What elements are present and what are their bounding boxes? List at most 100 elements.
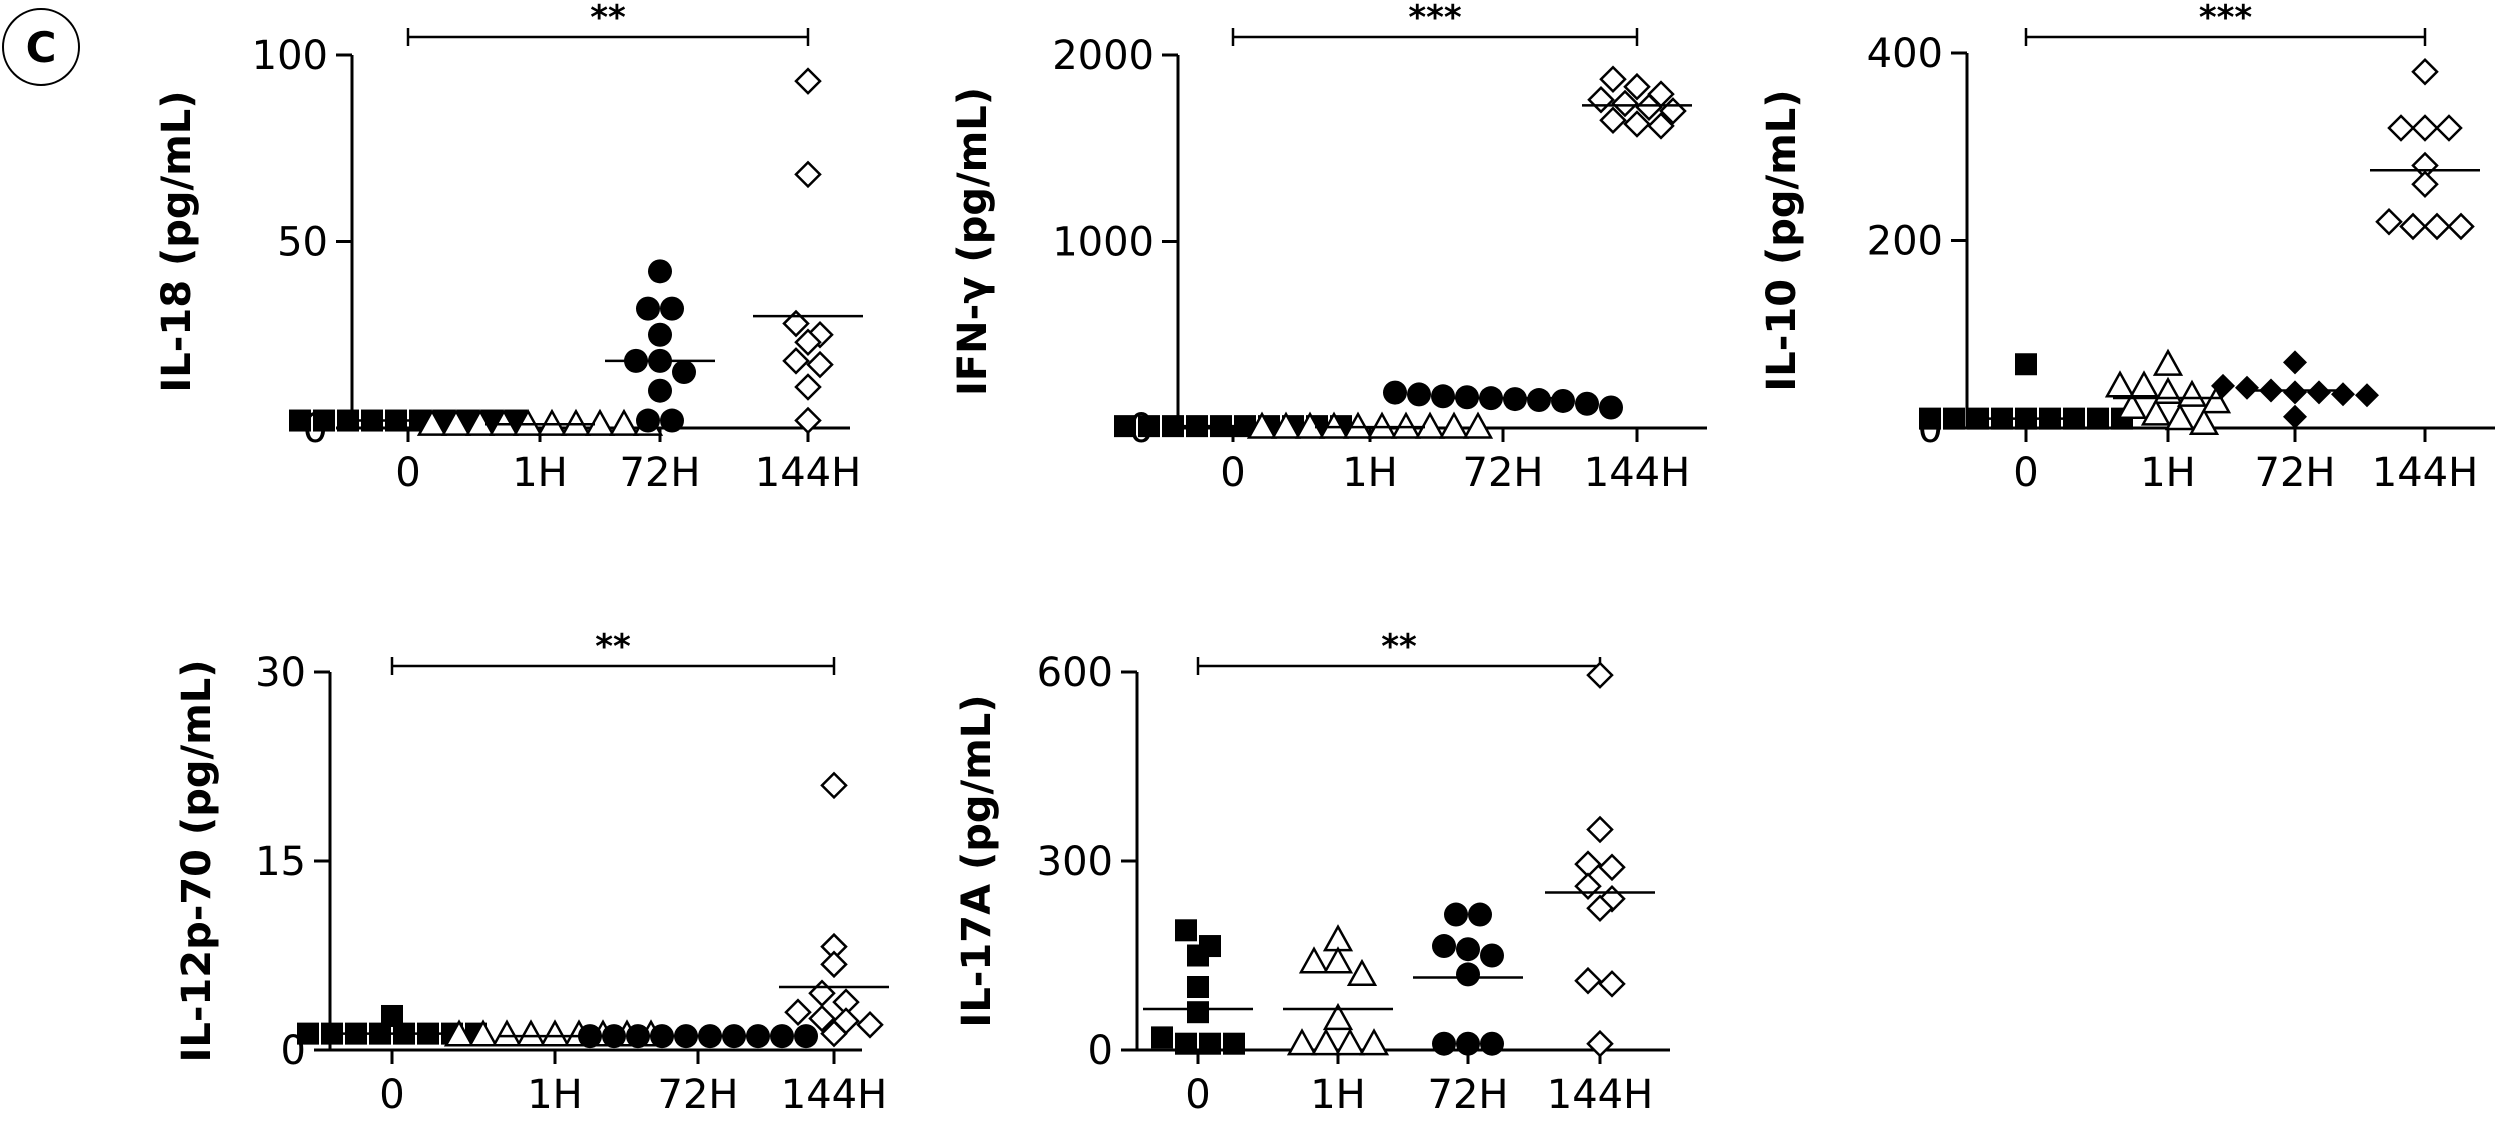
x-tick-label: 144H [755,450,861,496]
data-point [1383,380,1407,405]
y-tick-label: 15 [255,839,306,885]
data-point [2435,114,2463,142]
data-point [1407,382,1431,407]
x-tick-label: 1H [512,450,568,496]
y-tick-label: 0 [1088,1028,1113,1074]
data-point [1162,415,1184,438]
data-point [2283,350,2307,375]
data-point [1647,112,1675,140]
data-point [1114,415,1136,438]
data-point [1574,872,1602,900]
data-point [1318,411,1350,439]
data-point [1334,1028,1366,1056]
y-tick-label: 400 [1867,31,1943,77]
data-point [1586,661,1614,689]
data-point [808,979,836,1008]
data-point [1574,966,1602,995]
y-tick-label: 600 [1037,650,1113,696]
data-point [1919,407,1941,430]
data-point [608,408,640,436]
y-axis-label: IL-12p-70 (pg/mL) [174,659,220,1062]
data-point [337,409,359,432]
y-tick-label: 200 [1867,219,1943,265]
data-point [820,1019,848,1048]
data-point [1342,411,1374,439]
data-point [660,408,684,433]
data-point [1199,1032,1221,1055]
data-point [1623,72,1651,101]
significance-label: ** [595,627,631,667]
data-point [1223,1032,1245,1055]
y-axis-label: IL-10 (pg/mL) [1759,89,1805,391]
data-point [1575,391,1599,416]
data-point [782,309,810,338]
data-point [1187,944,1209,967]
data-point [2176,379,2208,407]
data-point [1432,1031,1456,1056]
data-point [1187,1001,1209,1024]
data-point [1358,1028,1390,1056]
data-point [289,409,311,432]
data-point [539,1019,571,1047]
data-point [2116,391,2148,420]
data-point [856,1011,884,1039]
x-tick-label: 72H [1463,450,1544,496]
x-tick-label: 144H [1547,1072,1653,1118]
data-point [2447,212,2475,241]
data-point [2235,375,2259,400]
x-tick-label: 0 [1185,1072,1210,1118]
data-point [2015,353,2037,376]
data-point [443,1019,475,1047]
data-point [1480,943,1504,968]
x-tick-label: 1H [527,1072,583,1118]
x-tick-label: 1H [1342,450,1398,496]
x-tick-label: 0 [379,1072,404,1118]
x-tick-label: 72H [1428,1072,1509,1118]
data-point [660,296,684,321]
data-point [770,1024,794,1049]
x-tick-label: 72H [620,450,701,496]
y-axis-label: IL-18 (pg/mL) [154,90,200,392]
data-point [1294,411,1326,439]
chart-panel-3: 020040001H72H144HIL-10 (pg/mL)*** [1759,0,2495,496]
data-point [1444,902,1468,927]
data-point [1298,946,1330,974]
data-point [1586,815,1614,844]
data-point [820,771,848,800]
data-point [794,406,822,435]
data-point [648,378,672,403]
data-point [794,328,822,356]
chart-panel-5: 0 300 600 0 1H 72H 144H IL-17A (pg/mL) ** [954,627,1670,1118]
data-point [2411,57,2439,86]
data-point [584,408,616,436]
y-tick-label: 300 [1037,839,1113,885]
y-tick-label: 2000 [1052,33,1154,79]
data-point [2188,407,2220,435]
data-point [2307,380,2331,405]
data-point [1599,395,1623,420]
data-point [1598,853,1626,882]
data-point [820,950,848,979]
panel-letter: C [2,8,80,86]
data-point [1599,106,1627,135]
data-point [806,350,834,379]
data-point [536,408,568,436]
data-point [794,160,822,189]
data-point [1175,919,1197,942]
data-point [512,408,544,436]
y-tick-label: 100 [252,33,328,79]
data-point [648,259,672,284]
data-point [2387,114,2415,142]
data-point [1635,93,1663,121]
y-tick-label: 1000 [1052,220,1154,266]
data-point [313,409,335,432]
data-point [782,347,810,375]
x-tick-label: 72H [658,1072,739,1118]
data-point [626,1024,650,1049]
data-point [2331,382,2355,407]
data-point [1468,902,1492,927]
data-point [1432,934,1456,959]
data-point [1366,411,1398,439]
